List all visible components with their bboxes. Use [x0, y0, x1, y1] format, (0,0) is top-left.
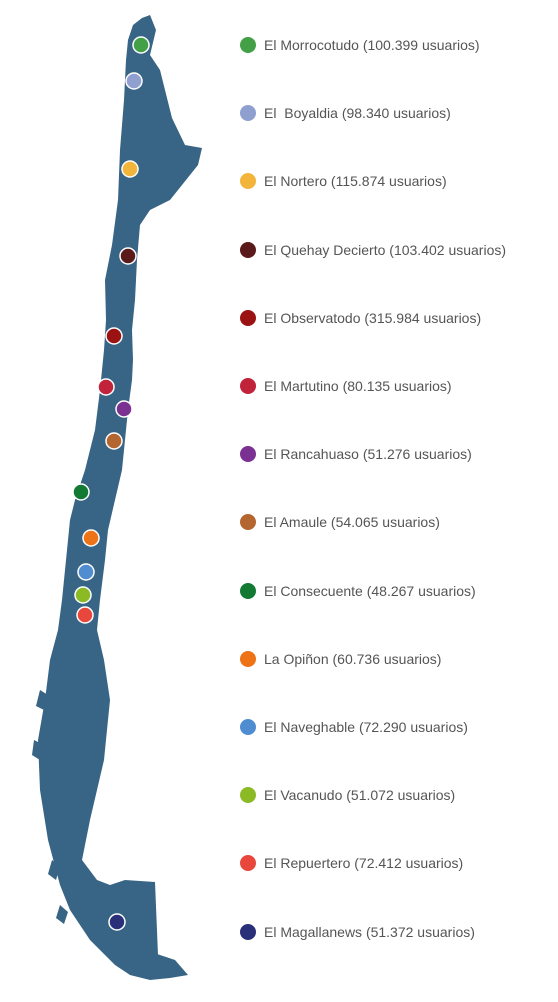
- legend-label: El Observatodo (315.984 usuarios): [264, 309, 482, 326]
- legend-dot: [240, 309, 256, 326]
- newspaper-markers: [72, 36, 150, 931]
- legend-item: El Consecuente (48.267 usuarios): [240, 581, 476, 601]
- legend-item: La Opiñon (60.736 usuarios): [240, 649, 441, 669]
- legend-item: El Repuertero (72.412 usuarios): [240, 853, 463, 873]
- legend-dot: [240, 719, 256, 735]
- legend-item: El Observatodo (315.984 usuarios): [240, 308, 481, 328]
- legend-item: El Rancahuaso (51.276 usuarios): [240, 444, 472, 464]
- legend-dot: [240, 37, 256, 53]
- legend-item: El Quehay Decierto (103.402 usuarios): [240, 240, 506, 260]
- legend-label: El Rancahuaso (51.276 usuarios): [264, 446, 472, 463]
- map-marker[interactable]: [105, 327, 123, 345]
- map-marker[interactable]: [77, 563, 95, 581]
- legend-item: El Magallanews (51.372 usuarios): [240, 922, 475, 942]
- legend-dot: [240, 855, 256, 872]
- legend-dot: [240, 105, 256, 122]
- chile-map: [32, 15, 202, 980]
- map-marker[interactable]: [82, 529, 100, 547]
- map-marker[interactable]: [97, 378, 115, 396]
- map-marker[interactable]: [119, 247, 137, 265]
- legend-label: El Repuertero (72.412 usuarios): [264, 855, 464, 872]
- legend-item: El Boyaldia (98.340 usuarios): [240, 103, 451, 123]
- map-marker[interactable]: [76, 606, 94, 624]
- map-marker[interactable]: [108, 913, 126, 931]
- legend-dot: [240, 514, 256, 531]
- legend-label: El Martutino (80.135 usuarios): [264, 378, 452, 394]
- map-marker[interactable]: [105, 432, 123, 450]
- legend-label: El Consecuente (48.267 usuarios): [264, 582, 476, 599]
- legend-label: El Amaule (54.065 usuarios): [264, 514, 440, 531]
- map-marker[interactable]: [121, 160, 139, 178]
- legend-dot: [240, 446, 256, 463]
- legend-label: El Vacanudo (51.072 usuarios): [264, 787, 456, 804]
- legend-dot: [240, 923, 256, 940]
- map-marker[interactable]: [74, 586, 92, 604]
- chile-territory: [38, 15, 202, 980]
- map-marker[interactable]: [125, 72, 143, 90]
- legend-label: La Opiñon (60.736 usuarios): [264, 650, 442, 667]
- legend-dot: [240, 241, 256, 258]
- legend-label: El Naveghable (72.290 usuarios): [264, 719, 468, 735]
- legend-item: El Martutino (80.135 usuarios): [240, 376, 452, 396]
- legend-dot: [240, 378, 256, 394]
- legend-label: El Boyaldia (98.340 usuarios): [264, 105, 451, 122]
- legend-dot: [240, 650, 256, 667]
- map-marker[interactable]: [115, 400, 133, 418]
- legend-label: El Magallanews (51.372 usuarios): [264, 923, 475, 940]
- legend-item: El Morrocotudo (100.399 usuarios): [240, 35, 480, 55]
- legend-dot: [240, 787, 256, 804]
- map-marker[interactable]: [72, 483, 90, 501]
- legend-dot: [240, 173, 256, 190]
- legend-item: El Amaule (54.065 usuarios): [240, 512, 440, 532]
- legend-label: El Morrocotudo (100.399 usuarios): [264, 37, 480, 53]
- legend-item: El Vacanudo (51.072 usuarios): [240, 785, 455, 805]
- newspaper-legend: El Morrocotudo (100.399 usuarios) El Boya…: [240, 0, 558, 1002]
- legend-label: El Nortero (115.874 usuarios): [264, 173, 447, 190]
- legend-label: El Quehay Decierto (103.402 usuarios): [264, 241, 507, 258]
- map-marker[interactable]: [132, 36, 150, 54]
- chile-islands: [32, 690, 68, 924]
- legend-dot: [240, 582, 256, 599]
- legend-item: El Nortero (115.874 usuarios): [240, 171, 447, 191]
- legend-item: El Naveghable (72.290 usuarios): [240, 717, 468, 737]
